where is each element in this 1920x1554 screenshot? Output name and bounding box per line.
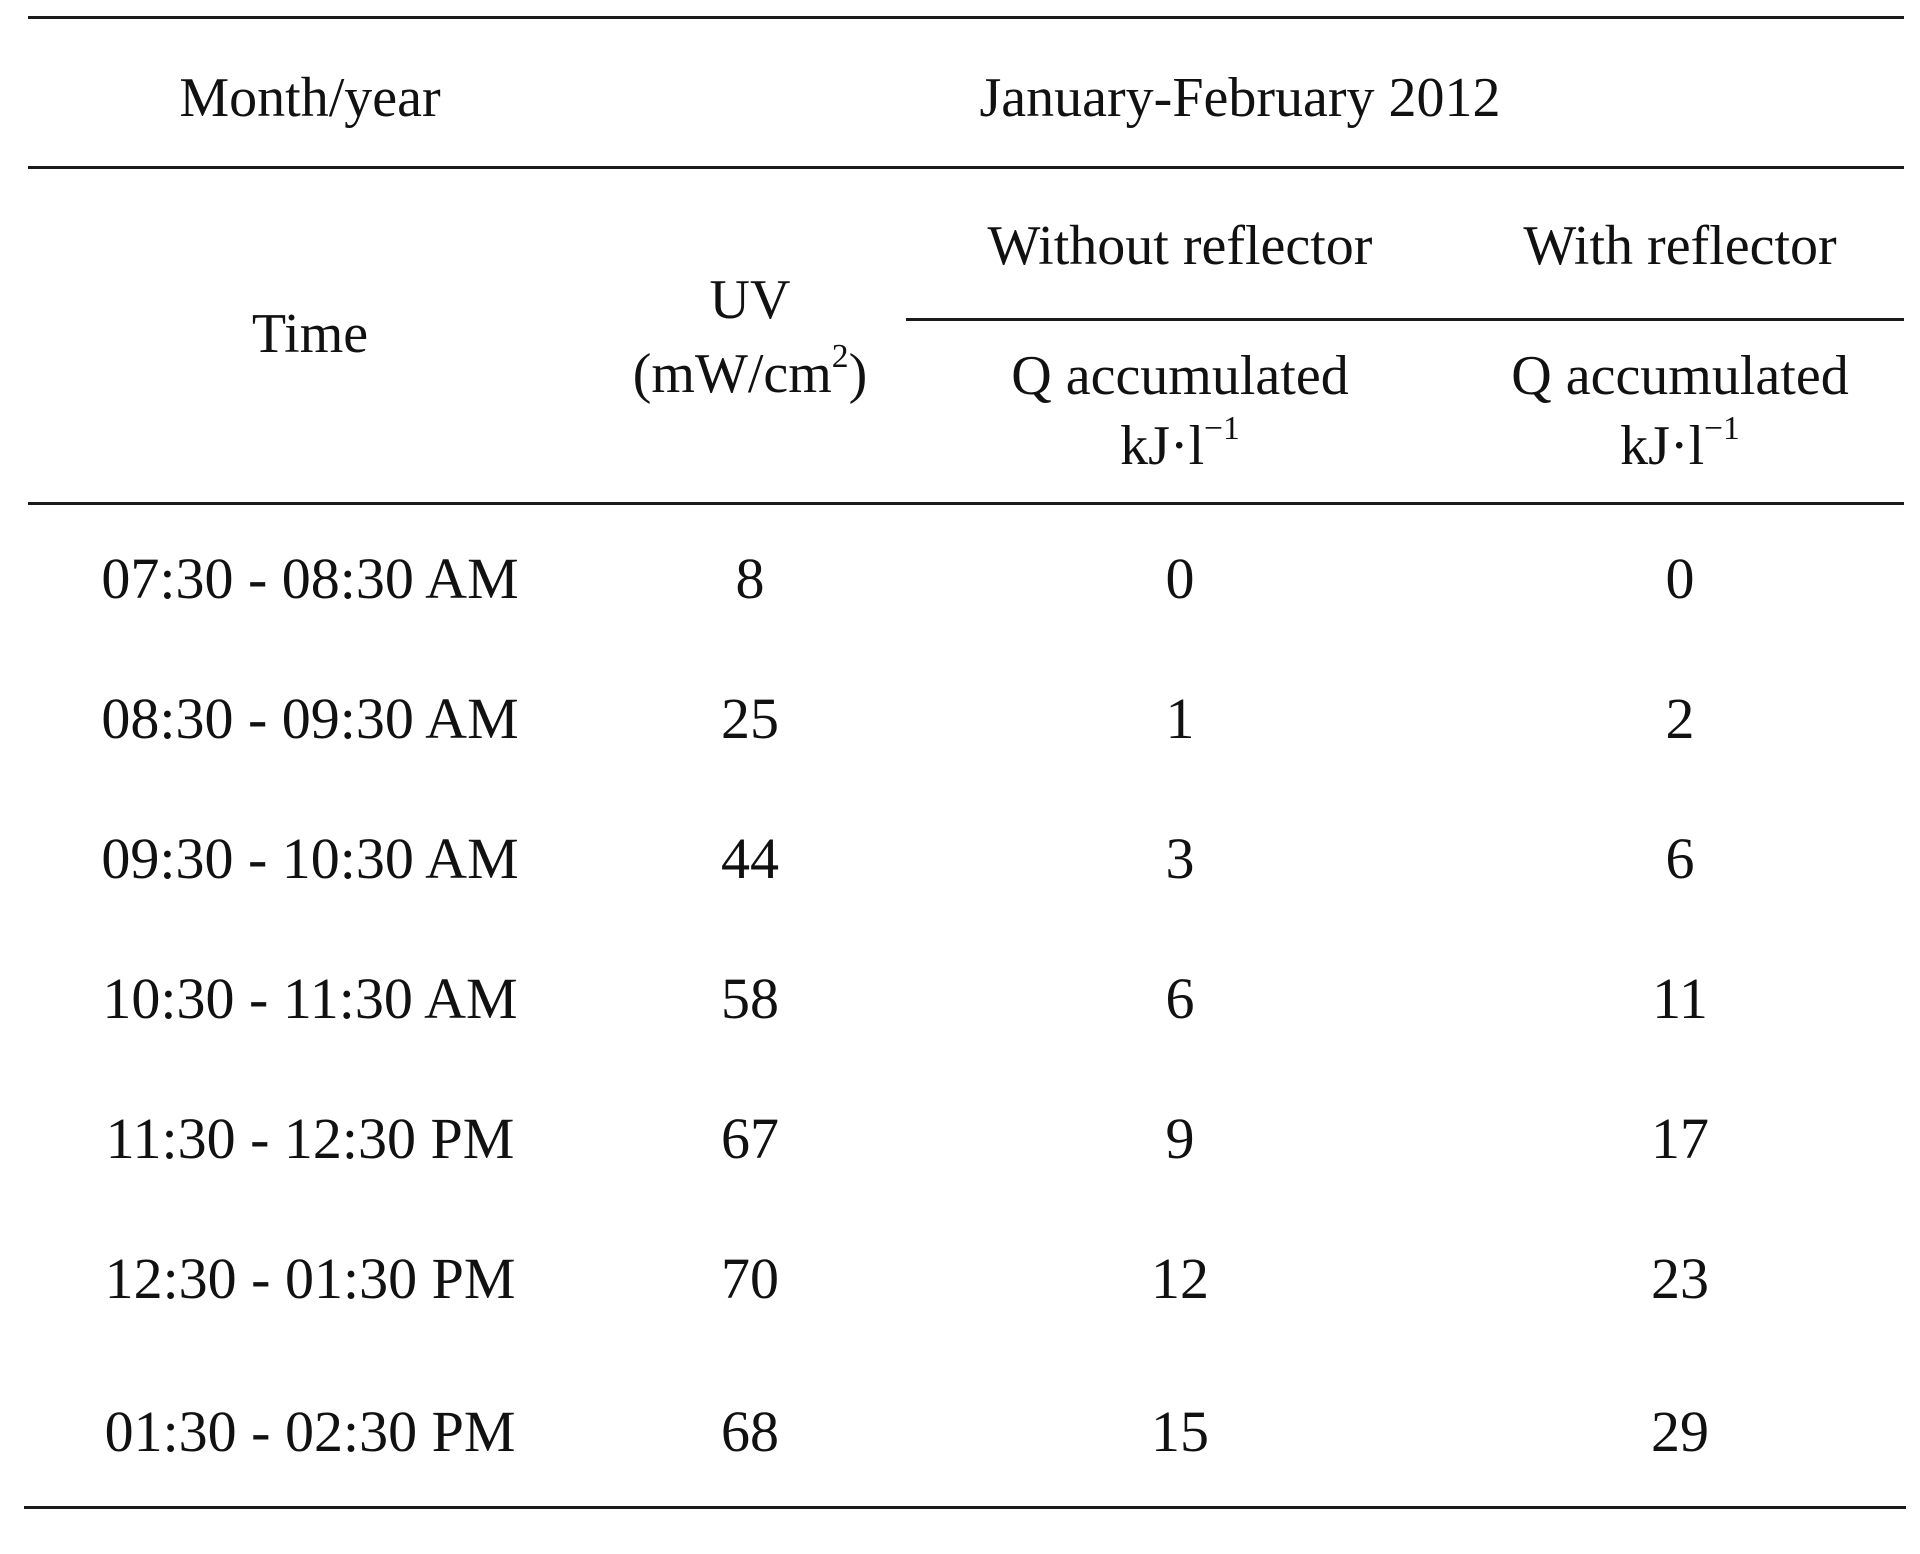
- q-unit-exp: −1: [1204, 409, 1240, 447]
- top-rule: [28, 16, 1904, 19]
- uv-cell: 68: [721, 1399, 779, 1464]
- with-reflector-header: With reflector: [1523, 215, 1837, 277]
- without-reflector-header: Without reflector: [987, 215, 1373, 277]
- q-without-cell: 12: [1151, 1246, 1209, 1311]
- time-header: Time: [251, 303, 369, 365]
- time-cell: 12:30 - 01:30 PM: [104, 1246, 516, 1311]
- uv-unit-close: ): [848, 343, 868, 405]
- q-with-cell: 29: [1651, 1399, 1709, 1464]
- header-bottom-rule: [28, 502, 1904, 505]
- q-with-cell: 17: [1651, 1106, 1709, 1171]
- uv-cell: 58: [721, 966, 779, 1031]
- uv-cell: 25: [721, 686, 779, 751]
- q-with-cell: 6: [1665, 826, 1695, 891]
- q-without-label: Q accumulated: [1011, 345, 1349, 407]
- period-label: January-February 2012: [979, 67, 1501, 129]
- uv-cell: 67: [721, 1106, 779, 1171]
- q-without-cell: 1: [1165, 686, 1195, 751]
- reflector-subrule: [906, 318, 1904, 321]
- q-unit-base: kJ·l: [1620, 415, 1705, 477]
- q-without-cell: 6: [1165, 966, 1195, 1031]
- q-with-cell: 2: [1665, 686, 1695, 751]
- q-unit-base: kJ·l: [1120, 415, 1205, 477]
- time-cell: 07:30 - 08:30 AM: [101, 546, 519, 611]
- q-with-cell: 23: [1651, 1246, 1709, 1311]
- q-without-cell: 3: [1165, 826, 1195, 891]
- q-with-unit: kJ·l−1: [1430, 412, 1920, 477]
- uv-unit-base: (mW/cm: [632, 343, 832, 405]
- uv-cell: 44: [721, 826, 779, 891]
- table-bottom-rule: [24, 1506, 1906, 1509]
- uv-unit-exp: 2: [831, 337, 849, 375]
- uv-cell: 70: [721, 1246, 779, 1311]
- time-cell: 08:30 - 09:30 AM: [101, 686, 519, 751]
- q-without-cell: 0: [1165, 546, 1195, 611]
- time-cell: 01:30 - 02:30 PM: [104, 1399, 516, 1464]
- q-without-cell: 9: [1165, 1106, 1195, 1171]
- uv-unit: (mW/cm2): [590, 340, 910, 405]
- q-with-cell: 0: [1665, 546, 1695, 611]
- q-with-cell: 11: [1652, 966, 1708, 1031]
- q-with-label: Q accumulated: [1511, 345, 1849, 407]
- uv-header: UV: [590, 272, 910, 328]
- time-cell: 11:30 - 12:30 PM: [105, 1106, 515, 1171]
- uv-cell: 8: [735, 546, 765, 611]
- period-rule: [28, 166, 1904, 169]
- q-unit-exp: −1: [1704, 409, 1740, 447]
- time-cell: 09:30 - 10:30 AM: [101, 826, 519, 891]
- uv-label: UV: [709, 269, 791, 331]
- time-cell: 10:30 - 11:30 AM: [102, 966, 518, 1031]
- month-year-label: Month/year: [179, 67, 441, 129]
- q-without-unit: kJ·l−1: [930, 412, 1430, 477]
- q-without-cell: 15: [1151, 1399, 1209, 1464]
